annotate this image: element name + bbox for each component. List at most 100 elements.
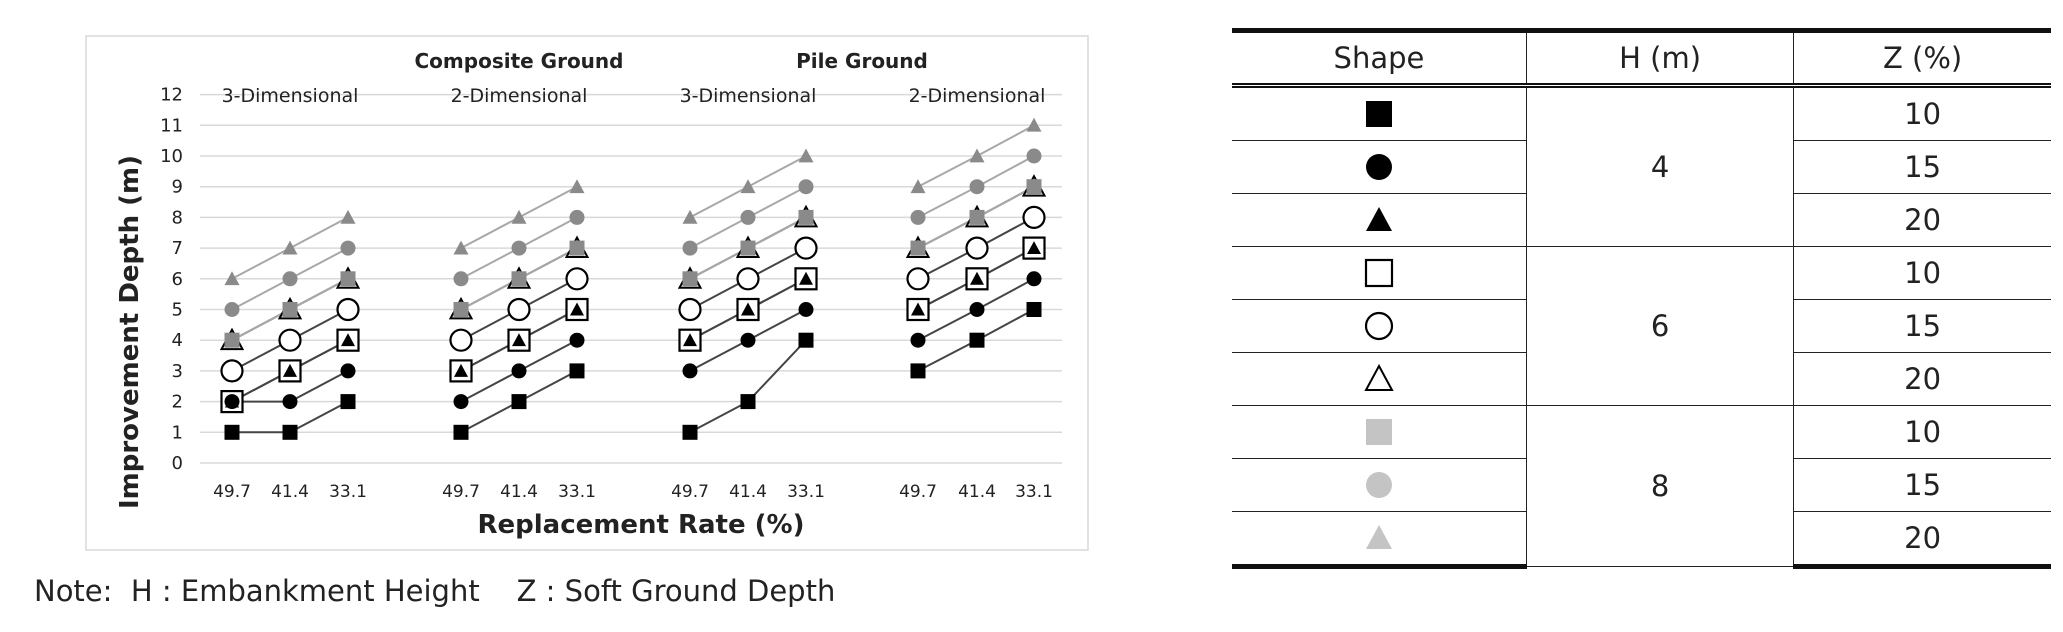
square-filled-marker bbox=[969, 209, 985, 225]
legend-z-cell: 15 bbox=[1793, 140, 2051, 194]
circle-open-marker bbox=[794, 236, 818, 260]
triangle-filled-marker bbox=[453, 240, 469, 255]
circle-filled-marker bbox=[740, 209, 756, 225]
triangle-filled-marker bbox=[224, 271, 240, 286]
group-header: Pile Ground bbox=[796, 49, 928, 73]
legend-row: 20 bbox=[1232, 352, 2051, 406]
legend-shape-cell bbox=[1232, 299, 1527, 353]
legend-h-cell: 4 bbox=[1525, 85, 1795, 247]
square-open-icon bbox=[1364, 258, 1394, 288]
circle-filled-marker bbox=[282, 394, 298, 410]
header-h: H (m) bbox=[1525, 28, 1795, 88]
y-tick-label: 6 bbox=[172, 269, 183, 290]
legend-z-cell: 10 bbox=[1793, 246, 2051, 300]
square-filled-marker bbox=[224, 424, 240, 440]
circle-filled-marker bbox=[224, 302, 240, 317]
panel-label: 3-Dimensional bbox=[680, 85, 817, 107]
legend-shape-cell bbox=[1232, 246, 1527, 300]
legend-shape-cell bbox=[1232, 405, 1527, 459]
legend-z-cell: 10 bbox=[1793, 85, 2051, 141]
square-filled-marker bbox=[1365, 419, 1392, 445]
square-filled-marker bbox=[340, 394, 356, 410]
circle-filled-marker bbox=[282, 271, 298, 287]
x-tick-label: 33.1 bbox=[329, 482, 367, 502]
circle-filled-marker bbox=[969, 302, 985, 317]
triangle-filled-marker bbox=[283, 363, 297, 377]
x-tick-label: 49.7 bbox=[213, 482, 251, 502]
x-tick-label: 33.1 bbox=[1015, 482, 1053, 502]
legend-h-cell: 8 bbox=[1525, 405, 1795, 567]
y-tick-label: 8 bbox=[172, 207, 183, 228]
circle-filled-marker bbox=[340, 363, 356, 379]
square-filled-marker bbox=[969, 332, 985, 348]
y-tick-label: 3 bbox=[172, 361, 183, 382]
square-filled-marker bbox=[1026, 302, 1042, 317]
triangle-filled-marker bbox=[1365, 525, 1392, 550]
triangle-filled-marker bbox=[1026, 117, 1042, 132]
y-tick-label: 12 bbox=[160, 85, 183, 106]
x-tick-label: 49.7 bbox=[899, 482, 937, 502]
y-axis-label: Improvement Depth (m) bbox=[115, 155, 145, 509]
y-tick-label: 9 bbox=[172, 177, 183, 198]
triangle-filled-marker bbox=[682, 209, 698, 224]
legend-shape-cell bbox=[1232, 458, 1527, 512]
legend-row: 15 bbox=[1232, 458, 2051, 512]
plot-frame bbox=[85, 35, 1089, 551]
square-filled-marker bbox=[511, 271, 527, 287]
circle-filled-marker bbox=[740, 332, 756, 348]
square-filled-marker bbox=[340, 271, 356, 287]
circle-filled-marker bbox=[1026, 148, 1042, 164]
triangle-filled-marker bbox=[799, 271, 813, 285]
circle-open-icon bbox=[1364, 311, 1394, 341]
x-tick-label: 41.4 bbox=[958, 482, 996, 502]
triangle-filled-marker bbox=[340, 209, 356, 224]
square-filled-marker bbox=[453, 302, 469, 317]
legend-z-cell: 10 bbox=[1793, 405, 2051, 459]
circle-open-marker bbox=[336, 297, 360, 322]
circle-filled-marker bbox=[798, 302, 814, 317]
legend-z-cell: 20 bbox=[1793, 511, 2051, 569]
triangle-filled-marker bbox=[454, 363, 468, 377]
circle-filled-marker bbox=[569, 209, 585, 225]
triangle-filled-marker bbox=[1365, 207, 1392, 232]
legend-row: 20 bbox=[1232, 193, 2051, 247]
square-filled-marker bbox=[224, 332, 240, 348]
triangle-filled-marker bbox=[741, 302, 755, 316]
square-filled-marker bbox=[798, 332, 814, 348]
circle-filled-marker bbox=[453, 271, 469, 287]
y-tick-label: 2 bbox=[172, 392, 183, 413]
legend-shape-cell bbox=[1232, 140, 1527, 194]
legend-z-cell: 20 bbox=[1793, 193, 2051, 247]
circle-filled-marker bbox=[682, 240, 698, 256]
square-filled-marker bbox=[740, 240, 756, 256]
x-tick-labels: 49.7 41.4 33.1 49.7 41.4 33.1 49.7 41.4 33.1 49.7… bbox=[213, 482, 1053, 502]
y-tick-label: 5 bbox=[172, 300, 183, 321]
square-filled-marker bbox=[910, 240, 926, 256]
circle-filled-marker bbox=[910, 332, 926, 348]
legend-z-cell: 15 bbox=[1793, 299, 2051, 353]
triangle-filled-icon bbox=[1365, 525, 1392, 550]
triangle-filled-marker bbox=[512, 333, 526, 347]
circle-filled-marker bbox=[969, 179, 985, 195]
x-tick-label: 33.1 bbox=[787, 482, 825, 502]
legend-row: 8 10 bbox=[1232, 405, 2051, 567]
panel-label: 2-Dimensional bbox=[451, 85, 588, 107]
triangle-filled-marker bbox=[970, 271, 984, 285]
square-filled-marker bbox=[282, 424, 298, 440]
legend-row: 6 10 bbox=[1232, 246, 2051, 406]
header-shape: Shape bbox=[1232, 28, 1527, 88]
circle-filled-icon bbox=[1365, 472, 1392, 498]
triangle-filled-marker bbox=[570, 302, 584, 316]
legend-shape-cell bbox=[1232, 85, 1527, 141]
square-filled-marker bbox=[682, 424, 698, 440]
y-tick-label: 10 bbox=[160, 146, 183, 167]
circle-filled-icon bbox=[1365, 154, 1392, 180]
triangle-filled-marker bbox=[341, 333, 355, 347]
circle-filled-marker bbox=[1365, 472, 1392, 498]
square-filled-marker bbox=[511, 394, 527, 410]
circle-open-marker bbox=[906, 267, 930, 291]
footnote: Note: H : Embankment Height Z : Soft Gro… bbox=[34, 574, 836, 608]
square-filled-marker bbox=[682, 271, 698, 287]
